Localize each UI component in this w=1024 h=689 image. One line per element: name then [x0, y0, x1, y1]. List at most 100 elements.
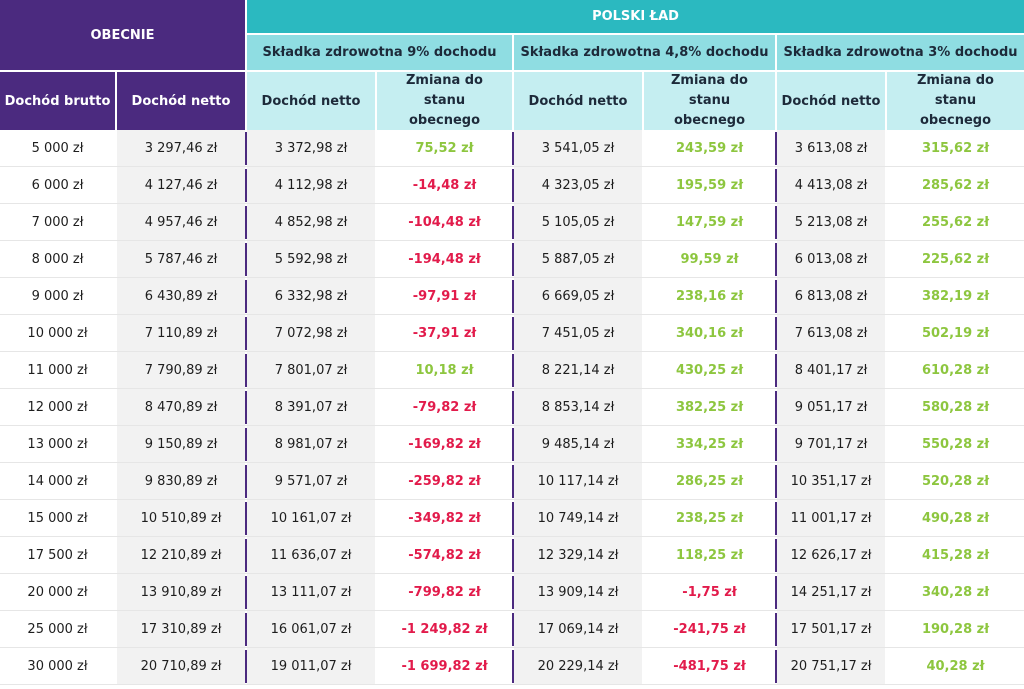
- cell-change-48: 195,59 zł: [644, 167, 775, 204]
- column-separator: [775, 280, 777, 313]
- column-separator: [512, 354, 514, 387]
- row-divider: [0, 684, 1024, 685]
- row-divider: [0, 536, 1024, 537]
- table-row: 7 000 zł 4 957,46 zł 4 852,98 zł -104,48 zł…: [0, 204, 1024, 241]
- cell-netto-48: 7 451,05 zł: [514, 315, 642, 352]
- cell-netto-3: 6 813,08 zł: [777, 278, 885, 315]
- cell-change-48: 238,16 zł: [644, 278, 775, 315]
- header-col-netto-9: Dochód netto: [247, 72, 375, 130]
- cell-netto-3: 9 701,17 zł: [777, 426, 885, 463]
- column-separator: [245, 132, 247, 165]
- cell-netto-9: 8 981,07 zł: [247, 426, 375, 463]
- cell-netto-3: 20 751,17 zł: [777, 648, 885, 685]
- column-separator: [245, 465, 247, 498]
- column-separator: [775, 206, 777, 239]
- cell-change-3: 382,19 zł: [887, 278, 1024, 315]
- cell-netto: 12 210,89 zł: [117, 537, 245, 574]
- cell-netto-48: 3 541,05 zł: [514, 130, 642, 167]
- row-divider: [0, 425, 1024, 426]
- header-col-netto-3: Dochód netto: [777, 72, 885, 130]
- table-row: 17 500 zł 12 210,89 zł 11 636,07 zł -574,82…: [0, 537, 1024, 574]
- cell-netto-9: 3 372,98 zł: [247, 130, 375, 167]
- header-polski-lad: POLSKI ŁAD: [247, 0, 1024, 33]
- table-row: 11 000 zł 7 790,89 zł 7 801,07 zł 10,18 zł 8…: [0, 352, 1024, 389]
- cell-netto-9: 19 011,07 zł: [247, 648, 375, 685]
- cell-change-3: 190,28 zł: [887, 611, 1024, 648]
- row-divider: [0, 203, 1024, 204]
- cell-brutto: 11 000 zł: [0, 352, 115, 389]
- cell-brutto: 9 000 zł: [0, 278, 115, 315]
- column-separator: [775, 243, 777, 276]
- row-divider: [0, 647, 1024, 648]
- cell-brutto: 30 000 zł: [0, 648, 115, 685]
- cell-netto-3: 8 401,17 zł: [777, 352, 885, 389]
- cell-change-9: -194,48 zł: [377, 241, 512, 278]
- cell-netto-3: 5 213,08 zł: [777, 204, 885, 241]
- cell-netto-3: 12 626,17 zł: [777, 537, 885, 574]
- row-divider: [0, 166, 1024, 167]
- cell-change-3: 520,28 zł: [887, 463, 1024, 500]
- cell-change-48: 243,59 zł: [644, 130, 775, 167]
- table-header: OBECNIE POLSKI ŁAD Składka zdrowotna 9% …: [0, 0, 1024, 130]
- cell-netto: 17 310,89 zł: [117, 611, 245, 648]
- table-row: 14 000 zł 9 830,89 zł 9 571,07 zł -259,82 z…: [0, 463, 1024, 500]
- column-separator: [245, 428, 247, 461]
- cell-change-48: 99,59 zł: [644, 241, 775, 278]
- column-separator: [775, 465, 777, 498]
- column-separator: [245, 391, 247, 424]
- cell-change-9: 75,52 zł: [377, 130, 512, 167]
- column-separator: [775, 317, 777, 350]
- cell-change-3: 285,62 zł: [887, 167, 1024, 204]
- header-col-change-3: Zmiana do stanu obecnego: [887, 72, 1024, 130]
- row-divider: [0, 277, 1024, 278]
- column-separator: [512, 280, 514, 313]
- column-separator: [775, 354, 777, 387]
- cell-change-9: -349,82 zł: [377, 500, 512, 537]
- cell-change-48: 430,25 zł: [644, 352, 775, 389]
- cell-brutto: 5 000 zł: [0, 130, 115, 167]
- cell-change-3: 40,28 zł: [887, 648, 1024, 685]
- cell-change-3: 315,62 zł: [887, 130, 1024, 167]
- cell-netto: 9 830,89 zł: [117, 463, 245, 500]
- cell-netto-3: 3 613,08 zł: [777, 130, 885, 167]
- column-separator: [245, 502, 247, 535]
- cell-netto-9: 4 112,98 zł: [247, 167, 375, 204]
- table-row: 9 000 zł 6 430,89 zł 6 332,98 zł -97,91 zł 6…: [0, 278, 1024, 315]
- cell-change-3: 415,28 zł: [887, 537, 1024, 574]
- cell-brutto: 14 000 zł: [0, 463, 115, 500]
- cell-change-9: -79,82 zł: [377, 389, 512, 426]
- cell-change-3: 610,28 zł: [887, 352, 1024, 389]
- cell-netto: 10 510,89 zł: [117, 500, 245, 537]
- table-row: 30 000 zł 20 710,89 zł 19 011,07 zł -1 699,…: [0, 648, 1024, 685]
- row-divider: [0, 388, 1024, 389]
- column-separator: [775, 502, 777, 535]
- cell-change-48: 286,25 zł: [644, 463, 775, 500]
- cell-change-3: 490,28 zł: [887, 500, 1024, 537]
- table-row: 5 000 zł 3 297,46 zł 3 372,98 zł 75,52 zł 3 …: [0, 130, 1024, 167]
- cell-netto-48: 10 117,14 zł: [514, 463, 642, 500]
- column-separator: [512, 206, 514, 239]
- column-separator: [775, 650, 777, 683]
- cell-netto: 8 470,89 zł: [117, 389, 245, 426]
- column-separator: [512, 428, 514, 461]
- column-separator: [245, 539, 247, 572]
- cell-brutto: 10 000 zł: [0, 315, 115, 352]
- cell-netto-9: 5 592,98 zł: [247, 241, 375, 278]
- header-col-netto-48: Dochód netto: [514, 72, 642, 130]
- cell-change-48: -1,75 zł: [644, 574, 775, 611]
- cell-netto-9: 8 391,07 zł: [247, 389, 375, 426]
- cell-netto: 5 787,46 zł: [117, 241, 245, 278]
- cell-netto-9: 11 636,07 zł: [247, 537, 375, 574]
- cell-netto: 6 430,89 zł: [117, 278, 245, 315]
- cell-change-9: -1 249,82 zł: [377, 611, 512, 648]
- column-separator: [245, 650, 247, 683]
- cell-netto-9: 16 061,07 zł: [247, 611, 375, 648]
- column-separator: [775, 576, 777, 609]
- cell-change-9: -259,82 zł: [377, 463, 512, 500]
- cell-netto-48: 9 485,14 zł: [514, 426, 642, 463]
- cell-change-3: 550,28 zł: [887, 426, 1024, 463]
- cell-netto-48: 8 221,14 zł: [514, 352, 642, 389]
- cell-change-48: 238,25 zł: [644, 500, 775, 537]
- table-row: 10 000 zł 7 110,89 zł 7 072,98 zł -37,91 zł…: [0, 315, 1024, 352]
